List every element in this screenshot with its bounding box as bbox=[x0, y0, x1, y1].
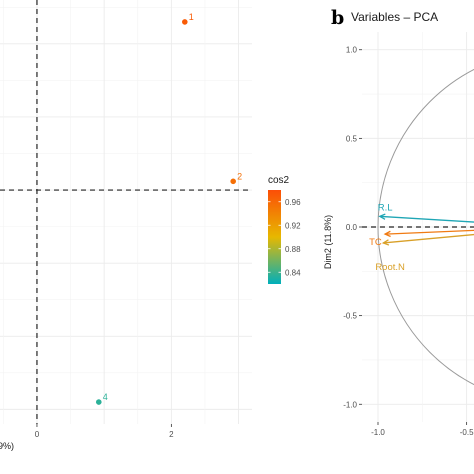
panel-a-points: 1 2 4 bbox=[95, 12, 242, 405]
y-tick-label: 1.0 bbox=[346, 46, 358, 55]
legend-colorbar bbox=[268, 190, 281, 284]
variable-arrowhead bbox=[383, 230, 391, 238]
panel-a-plot-area bbox=[0, 0, 252, 424]
y-tick-label: -0.5 bbox=[343, 312, 357, 321]
variable-label: Root.N bbox=[375, 262, 405, 273]
data-point-label: 1 bbox=[189, 12, 194, 22]
variable-arrow bbox=[385, 229, 474, 235]
panel-b-x-ticks: -1.0 -0.5 bbox=[371, 422, 474, 437]
data-point bbox=[95, 399, 102, 405]
variable-label: R.L bbox=[378, 202, 393, 213]
variable-arrow bbox=[383, 233, 474, 244]
panel-b-y-ticks: 1.0 0.5 0.0 -0.5 -1.0 bbox=[343, 46, 362, 409]
legend-ticks: 0.96 0.92 0.88 0.84 bbox=[268, 198, 301, 277]
x-tick-label: -0.5 bbox=[460, 428, 474, 437]
legend-tick-label: 0.96 bbox=[285, 198, 301, 207]
legend-tick-label: 0.88 bbox=[285, 245, 301, 254]
panel-b-label: b bbox=[331, 7, 344, 29]
data-point-label: 2 bbox=[237, 171, 242, 181]
panel-b-vectors: R.L TC Root.N bbox=[369, 202, 474, 273]
data-point-label: 4 bbox=[103, 392, 108, 402]
variable-arrow bbox=[379, 215, 474, 223]
variable-label: TC bbox=[369, 237, 382, 248]
y-tick-label: -1.0 bbox=[343, 400, 357, 409]
correlation-circle bbox=[377, 68, 474, 386]
cos2-legend: cos2 0.96 0.92 0.88 0.84 bbox=[268, 175, 301, 284]
variable-arrowhead bbox=[381, 239, 390, 246]
panel-a-x-axis-label: 9%) bbox=[0, 441, 14, 451]
data-point bbox=[182, 19, 188, 25]
legend-tick-label: 0.92 bbox=[285, 221, 301, 230]
x-tick-label: 0 bbox=[35, 430, 40, 439]
x-tick-label: -1.0 bbox=[371, 428, 385, 437]
variable-arrowhead bbox=[378, 213, 386, 220]
data-point bbox=[230, 178, 236, 185]
y-tick-label: 0.5 bbox=[346, 134, 358, 143]
legend-tick-label: 0.84 bbox=[285, 268, 301, 277]
panel-b-title: Variables – PCA bbox=[351, 10, 438, 24]
panel-b-y-axis-label: Dim2 (11.8%) bbox=[323, 215, 333, 269]
y-tick-label: 0.0 bbox=[346, 223, 358, 232]
legend-title: cos2 bbox=[268, 175, 290, 186]
x-tick-label: 2 bbox=[169, 430, 174, 439]
panel-b: b Variables – PCA R.L TC Root.N 1.0 0.5 0.0 -… bbox=[323, 7, 474, 437]
